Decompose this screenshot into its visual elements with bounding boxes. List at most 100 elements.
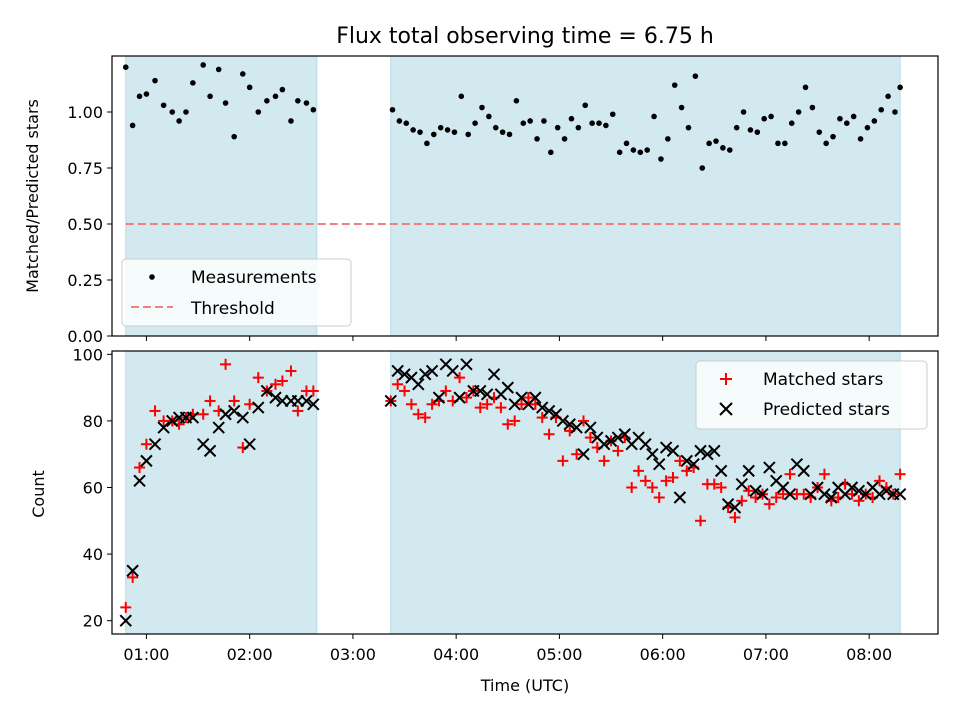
predicted-star-point — [133, 474, 146, 488]
measurement-point — [561, 136, 568, 142]
predicted-star-point — [666, 444, 680, 458]
bottom-y-axis: 20 40 60 80 100 — [72, 345, 112, 631]
matched-star-point — [571, 448, 583, 460]
measurement-point — [795, 109, 802, 115]
measurement-point — [665, 136, 671, 142]
matched-star-point — [204, 395, 216, 407]
ratio-panel: 0.00 0.25 0.50 0.75 1.00 Flux total observin… — [23, 24, 939, 346]
measurement-point — [809, 104, 816, 111]
predicted-star-point — [212, 421, 225, 434]
measurement-point — [637, 149, 644, 156]
matched-star-point — [743, 485, 755, 497]
observing-window — [390, 55, 901, 337]
predicted-star-point — [418, 368, 432, 381]
predicted-star-point — [893, 487, 907, 501]
predicted-star-point — [219, 408, 232, 421]
matched-star-point — [681, 465, 693, 477]
matched-star-point — [140, 438, 152, 450]
predicted-star-point — [157, 421, 170, 434]
matched-star-point — [516, 398, 528, 410]
matched-star-point — [426, 398, 438, 410]
predicted-star-point — [186, 411, 200, 424]
measurement-point — [582, 102, 589, 109]
measurement-point — [699, 165, 706, 171]
matched-star-point — [557, 455, 569, 467]
measurement-point — [190, 80, 196, 86]
matched-star-point — [736, 495, 748, 507]
matched-star-point — [584, 432, 596, 444]
measurement-point — [255, 109, 262, 115]
predicted-star-point — [680, 454, 693, 468]
y-tick-label: 80 — [83, 412, 103, 431]
predicted-star-point — [391, 364, 404, 378]
matched-star-point — [715, 482, 727, 494]
measurement-point — [775, 140, 781, 147]
legend-matched-label: Matched stars — [763, 370, 883, 390]
matched-star-point — [818, 468, 830, 480]
measurement-point — [310, 106, 317, 113]
top-legend: Measurements Threshold — [121, 258, 352, 327]
y-tick-label: 0.75 — [67, 159, 103, 178]
measurement-point — [589, 120, 595, 126]
matched-star-point — [127, 571, 139, 583]
measurement-point — [534, 136, 540, 142]
predicted-star-point — [797, 464, 810, 478]
matched-star-point — [495, 402, 507, 414]
predicted-star-point — [269, 391, 282, 404]
measurement-point — [678, 104, 685, 111]
predicted-star-point — [529, 391, 542, 404]
matched-star-point — [522, 392, 534, 404]
matched-star-point — [777, 488, 789, 500]
predicted-star-point — [597, 438, 611, 451]
x-tick-label: 05:00 — [536, 645, 582, 664]
legend-matched-marker — [720, 373, 732, 385]
measurement-point — [169, 109, 176, 115]
top-data-marks — [122, 62, 903, 225]
matched-star-point — [646, 482, 658, 494]
measurement-point — [295, 98, 301, 104]
matched-star-point — [798, 488, 810, 500]
measurement-point — [623, 140, 630, 147]
measurement-point — [720, 145, 726, 151]
matched-star-point — [228, 395, 240, 407]
matched-star-point — [708, 478, 720, 490]
measurement-point — [554, 124, 561, 131]
predicted-star-point — [749, 484, 762, 498]
y-tick-label: 100 — [72, 345, 103, 364]
measurement-point — [207, 93, 213, 100]
predicted-star-point — [536, 401, 549, 414]
top-y-axis-label: Matched/Predicted stars — [23, 99, 42, 293]
measurement-point — [713, 138, 719, 144]
x-tick-label: 02:00 — [227, 645, 273, 664]
measurement-point — [527, 118, 533, 124]
matched-star-point — [269, 378, 281, 390]
top-legend-box — [121, 258, 352, 327]
matched-star-point — [763, 498, 775, 510]
matched-star-point — [392, 378, 404, 390]
matched-star-point — [399, 385, 411, 397]
matched-star-point — [626, 482, 638, 494]
x-tick-label: 03:00 — [330, 645, 376, 664]
bottom-legend: Matched stars Predicted stars — [695, 360, 928, 430]
bottom-axes-frame — [111, 350, 939, 635]
matched-star-point — [853, 495, 865, 507]
measurement-point — [692, 73, 699, 79]
matched-star-point — [612, 445, 624, 457]
matched-star-point — [784, 468, 796, 480]
predicted-star-point — [570, 421, 583, 434]
measurement-point — [122, 64, 129, 70]
measurement-point — [451, 129, 458, 135]
predicted-star-point — [845, 481, 859, 494]
predicted-star-point — [453, 391, 466, 404]
predicted-star-point — [474, 384, 487, 398]
y-tick-label: 0.50 — [67, 215, 103, 234]
predicted-star-point — [412, 378, 425, 391]
measurement-point — [424, 140, 430, 147]
matched-star-point — [307, 385, 319, 397]
matched-star-point — [633, 465, 645, 477]
measurement-point — [231, 133, 237, 140]
measurement-point — [389, 106, 396, 113]
predicted-star-point — [227, 404, 241, 418]
matched-star-point — [120, 601, 132, 613]
